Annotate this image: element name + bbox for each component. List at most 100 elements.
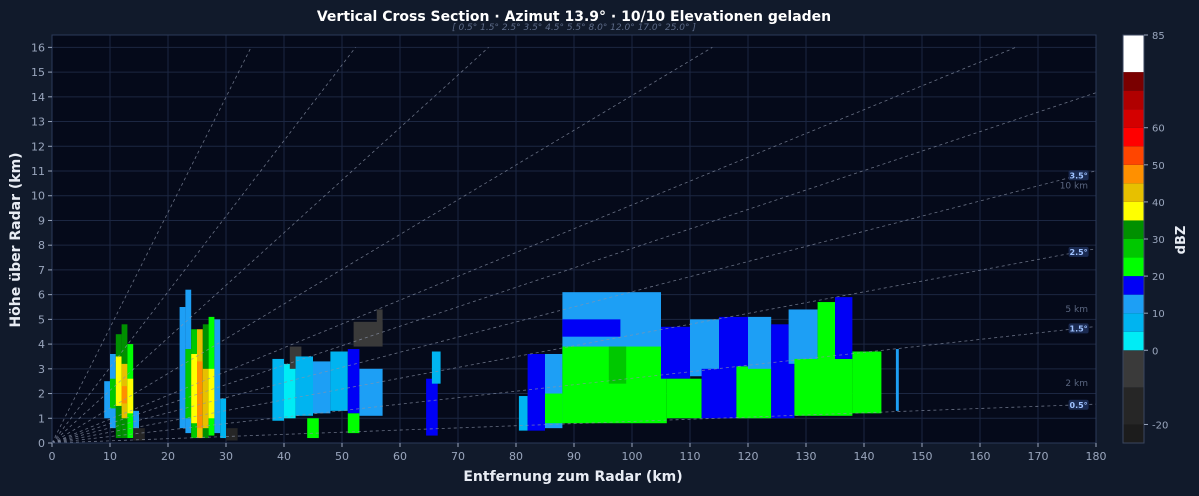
colorbar-tick-label: 30 — [1152, 235, 1165, 246]
beam-ray — [51, 47, 356, 444]
x-tick-label: 160 — [970, 450, 991, 463]
colorbar-bin — [1123, 183, 1144, 202]
echo-cell — [133, 428, 145, 441]
y-tick-label: 8 — [38, 239, 45, 252]
colorbar-bin — [1123, 72, 1144, 91]
echo-cell — [313, 361, 331, 414]
echo-cell — [121, 386, 128, 404]
echo-cell — [562, 319, 621, 337]
x-tick-label: 40 — [277, 450, 291, 463]
colorbar-bin — [1123, 146, 1144, 165]
x-tick-label: 70 — [451, 450, 465, 463]
y-tick-label: 0 — [38, 437, 45, 450]
echo-cell — [289, 346, 302, 369]
echo-cell — [295, 356, 313, 416]
echo-cell — [197, 361, 203, 429]
y-tick-label: 6 — [38, 289, 45, 302]
x-axis-label: Entfernung zum Radar (km) — [463, 469, 682, 485]
colorbar-bin — [1123, 127, 1144, 147]
elevation-list-subtitle: [ 0.5° 1.5° 2.5° 3.5° 4.5° 5.5° 8.0° 12.… — [452, 23, 696, 33]
echo-cell — [220, 398, 226, 439]
echo-cell — [179, 307, 186, 429]
echo-cell — [748, 316, 772, 369]
x-tick-label: 120 — [738, 450, 759, 463]
x-tick-label: 80 — [509, 450, 523, 463]
colorbar-bin — [1123, 109, 1144, 128]
y-tick-label: 2 — [38, 388, 45, 401]
echo-cell — [736, 366, 772, 419]
y-tick-label: 3 — [38, 363, 45, 376]
y-tick-label: 1 — [38, 412, 45, 425]
beam-ray — [51, 47, 489, 444]
x-tick-label: 50 — [335, 450, 349, 463]
elevation-label: 2.5° — [1070, 248, 1088, 257]
y-tick-label: 10 — [31, 190, 45, 203]
echo-cell — [426, 378, 438, 436]
y-tick-label: 4 — [38, 338, 45, 351]
y-axis-label: Höhe über Radar (km) — [8, 152, 24, 327]
elevation-label: 3.5° — [1070, 171, 1088, 180]
echo-cell — [214, 319, 221, 434]
elevation-label-box — [1068, 399, 1089, 410]
y-tick-label: 9 — [38, 214, 45, 227]
echo-cell — [226, 428, 238, 441]
echo-cell — [330, 351, 348, 411]
echo-cell — [666, 378, 702, 419]
echo-cell — [347, 349, 360, 414]
echo-cell — [202, 368, 209, 429]
colorbar-tick-label: 50 — [1152, 161, 1165, 172]
echo-cell — [771, 324, 789, 367]
height-ref-label: 2 km — [1065, 379, 1088, 389]
echo-cell — [376, 309, 383, 330]
x-tick-label: 130 — [796, 450, 817, 463]
echo-cell — [115, 356, 122, 406]
echo-cell — [701, 368, 737, 419]
echo-cell — [895, 349, 899, 411]
echo-cell — [527, 353, 545, 431]
echo-cell — [608, 346, 627, 384]
x-tick-label: 180 — [1086, 450, 1107, 463]
x-tick-label: 140 — [854, 450, 875, 463]
echo-cell — [359, 368, 383, 416]
echo-cell — [307, 418, 319, 439]
y-tick-label: 5 — [38, 313, 45, 326]
colorbar-tick-label: 85 — [1152, 31, 1165, 42]
colorbar-bin — [1123, 294, 1144, 314]
y-tick-label: 11 — [31, 165, 45, 178]
colorbar-bin — [1123, 313, 1144, 332]
echo-cell — [104, 381, 110, 419]
colorbar-bin — [1123, 90, 1144, 110]
colorbar-bin — [1123, 35, 1144, 73]
colorbar-bin — [1123, 201, 1144, 221]
colorbar-tick-label: 0 — [1152, 346, 1158, 357]
echo-cell — [347, 413, 360, 434]
colorbar-bin — [1123, 220, 1144, 239]
elevation-label-box — [1068, 323, 1089, 334]
echo-cell — [284, 363, 296, 419]
echo-cell — [185, 349, 192, 419]
height-ref-label: 5 km — [1065, 305, 1088, 315]
beam-ray — [51, 47, 252, 444]
chart-title: Vertical Cross Section · Azimut 13.9° · … — [317, 9, 831, 25]
elevation-label-box — [1068, 170, 1089, 181]
echo-cell — [431, 351, 441, 384]
colorbar-bin — [1123, 387, 1144, 425]
colorbar-bin — [1123, 164, 1144, 184]
echo-cell — [545, 393, 563, 424]
colorbar: -20 0 10 20 30 40 50 60 85 — [1122, 31, 1168, 444]
beam-ray — [51, 326, 1097, 444]
elevation-label: 0.5° — [1070, 401, 1088, 410]
echo-cell — [661, 326, 690, 379]
y-tick-label: 12 — [31, 140, 45, 153]
x-tick-label: 110 — [680, 450, 701, 463]
echo-cell — [788, 309, 818, 364]
x-tick-label: 60 — [393, 450, 407, 463]
beam-ray — [51, 47, 713, 444]
x-tick-label: 150 — [912, 450, 933, 463]
elevation-label: 1.5° — [1070, 324, 1088, 333]
echo-cell — [690, 319, 719, 377]
echo-cell — [771, 363, 795, 419]
colorbar-bin — [1123, 424, 1144, 443]
